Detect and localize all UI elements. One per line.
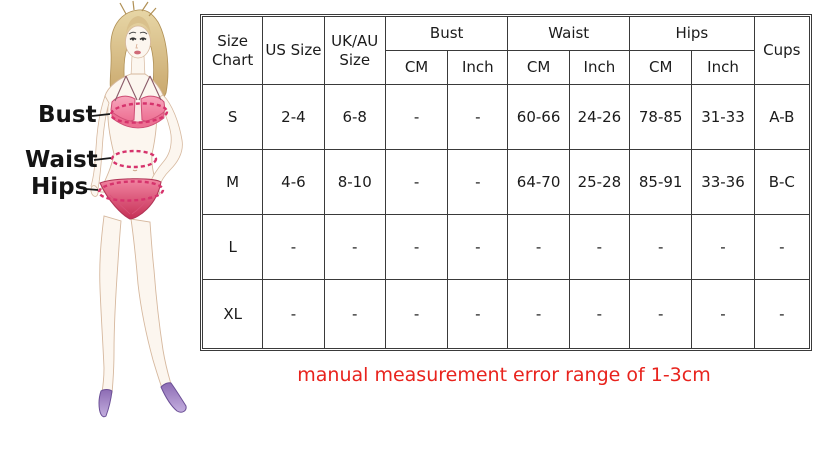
cell-bust-cm: - (384, 214, 449, 280)
panties (99, 178, 162, 220)
front-hair (126, 16, 151, 35)
figure-illustration: Bust Waist Hips (0, 0, 212, 452)
cell-hips-cm: 85-91 (629, 149, 693, 215)
bra-band (111, 111, 165, 129)
right-leg (130, 218, 172, 389)
hips-callout-line (85, 188, 99, 191)
header-row-units: CM Inch CM Inch CM Inch (203, 50, 810, 85)
header-hips: Hips (629, 16, 755, 51)
cell-hips-inch: - (691, 279, 755, 349)
nose (135, 43, 138, 49)
header-bust: Bust (384, 16, 509, 51)
cell-waist-cm: - (507, 214, 570, 280)
cell-bust-inch: - (447, 214, 509, 280)
header-bust-cm: CM (384, 50, 449, 85)
measurement-error-note: manual measurement error range of 1-3cm (297, 364, 711, 386)
header-size-chart: Size Chart (201, 16, 264, 85)
header-row-groups: Size Chart US Size UK/AU Size Bust Waist… (201, 16, 811, 85)
header-hips-inch: Inch (691, 50, 755, 85)
bust-label: Bust (38, 102, 97, 128)
cell-cups: B-C (753, 149, 811, 215)
cell-bust-inch: - (447, 149, 509, 215)
size-table: Size Chart US Size UK/AU Size Bust Waist… (201, 16, 811, 349)
bust-callout-line (91, 113, 111, 117)
lips (134, 50, 141, 55)
cell-bust-cm: - (384, 84, 449, 150)
header-hips-cm: CM (629, 50, 693, 85)
header-waist: Waist (507, 16, 631, 51)
header-waist-cm: CM (507, 50, 570, 85)
cell-us: 2-4 (262, 84, 325, 150)
cell-hips-cm: - (629, 279, 693, 349)
right-pupil (142, 38, 144, 41)
body-figure-svg (85, 0, 187, 418)
header-cups: Cups (753, 16, 811, 85)
eyebrows (128, 31, 148, 35)
bust-ellipse (109, 102, 169, 124)
right-shoe (160, 382, 187, 413)
cell-ukau: - (323, 279, 386, 349)
navel (132, 169, 138, 172)
cell-size: XL (201, 279, 264, 349)
left-leg (99, 215, 122, 394)
cell-waist-inch: 25-28 (568, 149, 631, 215)
header-us-size: US Size (262, 16, 325, 85)
cell-cups: - (753, 214, 811, 280)
eyes (129, 37, 147, 41)
cell-waist-inch: - (568, 279, 631, 349)
cell-waist-inch: 24-26 (568, 84, 631, 150)
bra-straps (114, 75, 162, 102)
table-row-xl: XL - - - - - - - - - (201, 279, 811, 349)
left-arm (90, 95, 110, 190)
cell-us: - (262, 279, 325, 349)
cell-waist-cm: 64-70 (507, 149, 570, 215)
hips-label: Hips (31, 174, 89, 200)
cell-bust-inch: - (447, 84, 509, 150)
left-pupil (132, 38, 134, 41)
header-waist-inch: Inch (568, 50, 631, 85)
cell-bust-cm: - (384, 279, 449, 349)
header-bust-inch: Inch (447, 50, 509, 85)
cell-ukau: - (323, 214, 386, 280)
cell-waist-inch: - (568, 214, 631, 280)
size-table-container: Size Chart US Size UK/AU Size Bust Waist… (200, 14, 812, 351)
cell-cups: A-B (753, 84, 811, 150)
cell-us: - (262, 214, 325, 280)
hair-spikes (119, 0, 157, 17)
cell-waist-cm: - (507, 279, 570, 349)
left-shoe (98, 389, 113, 418)
table-row-s: S 2-4 6-8 - - 60-66 24-26 78-85 31-33 A-… (201, 84, 811, 150)
cell-size: M (201, 149, 264, 215)
neck (130, 55, 146, 77)
cell-size: S (201, 84, 264, 150)
waist-ellipse (110, 149, 158, 169)
header-ukau-size: UK/AU Size (323, 16, 386, 85)
cell-hips-cm: 78-85 (629, 84, 693, 150)
hips-ellipse (97, 180, 165, 202)
table-row-l: L - - - - - - - - - (201, 214, 811, 280)
cell-hips-inch: 31-33 (691, 84, 755, 150)
cell-ukau: 6-8 (323, 84, 386, 150)
cell-size: L (201, 214, 264, 280)
waist-callout-line (93, 157, 112, 161)
cell-bust-inch: - (447, 279, 509, 349)
cell-ukau: 8-10 (323, 149, 386, 215)
waist-label: Waist (25, 147, 98, 173)
cell-hips-cm: - (629, 214, 693, 280)
face (125, 25, 151, 59)
cell-cups: - (753, 279, 811, 349)
cell-bust-cm: - (384, 149, 449, 215)
cell-hips-inch: 33-36 (691, 149, 755, 215)
table-row-m: M 4-6 8-10 - - 64-70 25-28 85-91 33-36 B… (201, 149, 811, 215)
cell-waist-cm: 60-66 (507, 84, 570, 150)
cell-hips-inch: - (691, 214, 755, 280)
cell-us: 4-6 (262, 149, 325, 215)
